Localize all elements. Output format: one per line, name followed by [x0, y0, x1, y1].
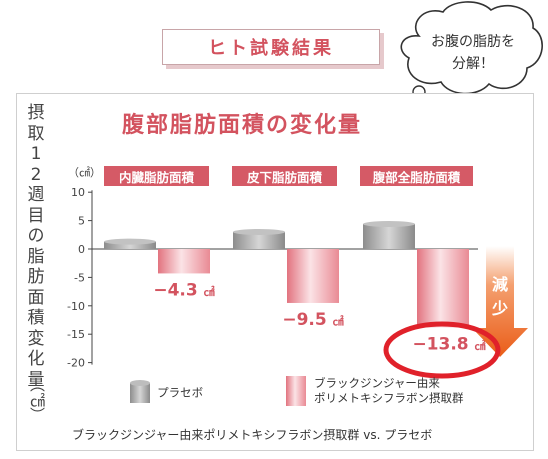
bar-treatment — [417, 249, 469, 328]
value-label: −4.3 ㎠ — [153, 280, 214, 300]
y-axis-title-char: 肪 — [27, 267, 45, 287]
bar-placebo-top — [363, 221, 415, 228]
category-label-total: 腹部全脂肪面積 — [360, 166, 473, 186]
legend-placebo: プラセボ — [128, 379, 203, 405]
y-axis-title-char: 1 — [30, 144, 42, 164]
legend-swatch-treatment — [286, 376, 306, 406]
decrease-label-2: 少 — [491, 299, 508, 318]
y-tick-label: 5 — [78, 215, 85, 228]
legend-label-placebo: プラセボ — [157, 385, 204, 400]
bar-treatment — [287, 249, 339, 303]
highlight-ring — [383, 321, 501, 379]
bubble-line-2: 分解！ — [452, 56, 494, 72]
tick-unit: （㎠） — [68, 166, 101, 179]
value-label-unit: ㎠ — [204, 284, 215, 298]
y-axis-unit: （㎠） — [28, 377, 46, 422]
y-axis-title-char: 取 — [27, 123, 45, 144]
bar-placebo-top — [104, 238, 156, 245]
legend-swatch-placebo — [130, 380, 150, 403]
y-axis-title-char: 2 — [30, 164, 42, 185]
bar-placebo-top — [233, 228, 285, 235]
y-tick-label: -10 — [67, 300, 85, 313]
y-axis-title-char: 脂 — [27, 246, 45, 267]
legend-label-treatment-1: ブラックジンジャー由来 — [314, 376, 440, 390]
y-axis-title-char: 面 — [27, 287, 45, 308]
value-label: −9.5 ㎠ — [282, 310, 343, 330]
legend-label-treatment: ブラックジンジャー由来 ポリメトキシフラボン摂取群 — [314, 376, 464, 406]
result-badge: ヒト試験結果 — [162, 29, 380, 65]
y-axis-title-char: 変 — [27, 328, 45, 349]
bar-placebo — [104, 241, 156, 249]
y-axis-title-char: 摂 — [27, 103, 45, 123]
decrease-label-1: 減 — [492, 275, 508, 294]
bar-placebo — [363, 224, 415, 249]
y-axis-title-char: 週 — [27, 185, 45, 205]
chart-title: 腹部脂肪面積の変化量 — [122, 113, 363, 138]
y-axis-title-char: の — [27, 226, 45, 246]
y-tick-label: -5 — [74, 271, 85, 284]
category-label-visceral: 内臓脂肪面積 — [104, 166, 209, 186]
value-label-unit: ㎠ — [333, 314, 344, 328]
y-tick-label: 10 — [71, 186, 85, 199]
y-axis-title-char: 化 — [27, 349, 45, 369]
bubble-line-1: お腹の脂肪を — [431, 33, 515, 50]
legend-treatment: ブラックジンジャー由来 ポリメトキシフラボン摂取群 — [284, 374, 464, 408]
footnote: ブラックジンジャー由来ポリメトキシフラボン摂取群 vs. プラセボ — [72, 428, 433, 442]
y-axis-title-char: 積 — [27, 308, 45, 328]
value-label-unit: ㎠ — [475, 338, 486, 352]
bar-treatment — [158, 249, 210, 274]
bar-placebo — [233, 231, 285, 249]
y-tick-label: -20 — [67, 357, 85, 370]
y-axis-title-char: 量 — [27, 369, 45, 390]
legend-label-treatment-2: ポリメトキシフラボン摂取群 — [314, 391, 464, 405]
y-axis-title-char: 目 — [27, 205, 45, 226]
y-tick-label: 0 — [78, 243, 85, 256]
category-label-subcutaneous: 皮下脂肪面積 — [232, 166, 337, 186]
decrease-arrow — [472, 246, 528, 357]
value-label: −13.8 ㎠ — [412, 334, 485, 354]
bubble-cloud — [400, 1, 543, 95]
y-tick-label: -15 — [67, 328, 85, 341]
badge-label: ヒト試験結果 — [208, 38, 334, 59]
